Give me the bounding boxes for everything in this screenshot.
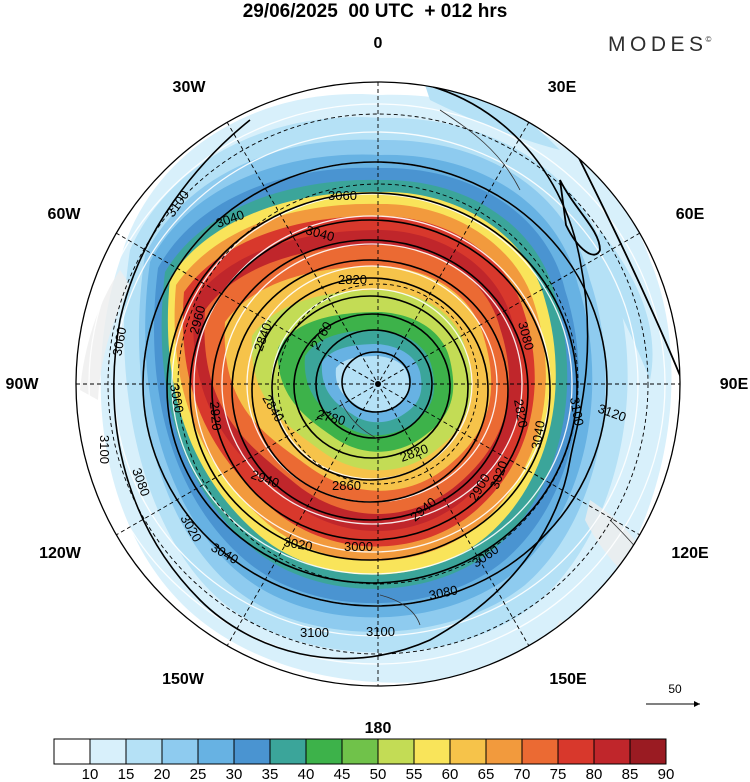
modes-logo: MODES© xyxy=(608,33,713,57)
contour-label: 2780 xyxy=(315,406,347,428)
brand-text: MODES xyxy=(608,33,708,56)
colorbar-tick-label: 75 xyxy=(550,766,567,782)
colorbar-tick-label: 65 xyxy=(478,766,495,782)
contour-label: 3000 xyxy=(344,539,373,554)
contour-label: 3060 xyxy=(328,188,357,203)
colorbar-tick-label: 50 xyxy=(370,766,387,782)
contour-label: 3100 xyxy=(97,435,112,464)
contour-label: 3060 xyxy=(109,326,129,357)
colorbar-tick-label: 20 xyxy=(154,766,171,782)
contour-label: 3100 xyxy=(366,624,395,639)
colorbar-tick-label: 90 xyxy=(658,766,675,782)
colorbar-tick-label: 15 xyxy=(118,766,135,782)
lon-label: 0 xyxy=(374,35,383,52)
colorbar-box xyxy=(197,738,235,765)
copyright-mark: © xyxy=(705,35,712,44)
contour-label: 3080 xyxy=(515,320,537,352)
lon-label: 120E xyxy=(671,545,709,562)
colorbar-box xyxy=(377,738,415,765)
map-title: 29/06/2025 00 UTC + 012 hrs xyxy=(242,1,508,22)
colorbar-tick-label: 60 xyxy=(442,766,459,782)
colorbar-tick-label: 35 xyxy=(262,766,279,782)
colorbar-box xyxy=(485,738,523,765)
colorbar-tick-label: 80 xyxy=(586,766,603,782)
colorbar-box xyxy=(341,738,379,765)
colorbar-tick-label: 85 xyxy=(622,766,639,782)
contour-label: 2960 xyxy=(186,304,208,336)
contour-label: 2820 xyxy=(338,272,367,287)
contour-label: 3100 xyxy=(567,396,587,427)
colorbar-box xyxy=(233,738,271,765)
contour-label: 3100 xyxy=(300,625,329,640)
colorbar-box xyxy=(53,738,91,765)
colorbar-tick-label: 40 xyxy=(298,766,315,782)
vector-scale-label: 50 xyxy=(668,682,682,696)
height-contours xyxy=(113,82,680,660)
lon-label: 90W xyxy=(6,376,40,393)
lon-label: 60W xyxy=(48,206,82,223)
contour-label: 3020 xyxy=(282,534,313,554)
colorbar-box xyxy=(305,738,343,765)
lon-label: 180 xyxy=(365,720,392,737)
lon-label: 30E xyxy=(548,79,577,96)
vector-scale: 50 xyxy=(646,682,700,707)
colorbar-box xyxy=(521,738,559,765)
colorbar-tick-label: 25 xyxy=(190,766,207,782)
contour-label: 2860 xyxy=(332,478,361,493)
colorbar-box xyxy=(413,738,451,765)
colorbar-tick-label: 70 xyxy=(514,766,531,782)
contour-label: 3040 xyxy=(304,222,336,244)
lon-label: 120W xyxy=(39,545,82,562)
colorbar-tick-label: 45 xyxy=(334,766,351,782)
colorbar-box xyxy=(629,738,667,765)
colorbar-ticks: 10 15 20 25 30 35 40 45 50 55 60 65 70 75 80 85 90 xyxy=(82,766,675,782)
colorbar-box xyxy=(89,738,127,765)
colorbar-box xyxy=(557,738,595,765)
colorbar-tick-label: 30 xyxy=(226,766,243,782)
colorbar-box xyxy=(449,738,487,765)
colorbar-box xyxy=(269,738,307,765)
lon-label: 30W xyxy=(173,79,207,96)
contour-label: 2820 xyxy=(511,398,531,429)
lon-label: 90E xyxy=(720,376,749,393)
longitude-labels: 0 30E 60E 90E 120E 150E 180 150W 120W 90… xyxy=(6,35,749,737)
colorbar-box xyxy=(593,738,631,765)
colorbar-tick-label: 55 xyxy=(406,766,423,782)
contour-label: 3080 xyxy=(428,582,459,603)
lon-label: 150E xyxy=(549,671,587,688)
colorbar-box xyxy=(161,738,199,765)
lon-label: 60E xyxy=(676,206,705,223)
map-boundary xyxy=(75,81,681,687)
contour-label: 3040 xyxy=(528,419,548,450)
contour-label: 3000 xyxy=(167,383,187,414)
colorbar-boxes xyxy=(53,738,667,765)
south-pole-marker xyxy=(375,381,381,387)
colorbar-box xyxy=(125,738,163,765)
contour-label: 2920 xyxy=(207,401,224,431)
colorbar-tick-label: 10 xyxy=(82,766,99,782)
lon-label: 150W xyxy=(162,671,205,688)
